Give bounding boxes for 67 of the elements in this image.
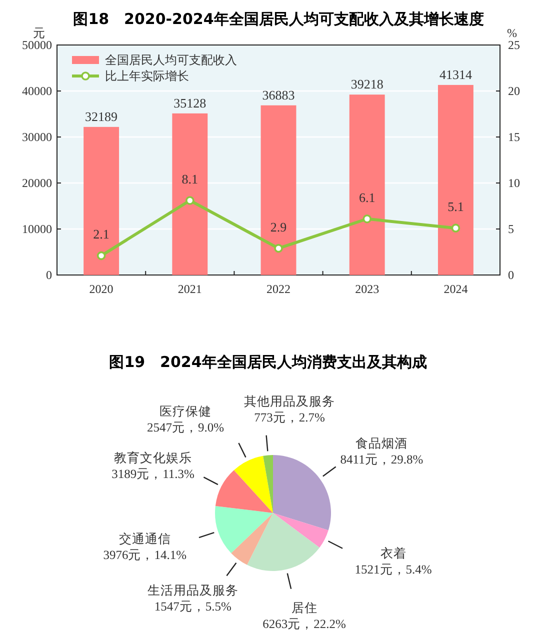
bar (260, 105, 296, 275)
x-tick-label: 2024 (444, 282, 468, 296)
data-label: 5.1 (448, 199, 464, 214)
legend-label: 全国居民人均可支配收入 (105, 53, 237, 67)
point (451, 224, 460, 232)
pie-slice (215, 506, 273, 554)
data-label: 6263元，22.2% (262, 617, 346, 632)
y-tick-label: 30000 (22, 130, 52, 144)
chart-title: 图18 2020-2024年全国居民人均可支配收入及其增长速度 (73, 10, 484, 28)
y2-tick-label: 20 (508, 84, 520, 98)
bar (172, 113, 208, 275)
y-tick-label: 20000 (22, 176, 52, 190)
pie-slice (234, 456, 273, 513)
data-label: 3189元，11.3% (112, 466, 194, 481)
point (362, 214, 372, 224)
x-tick-label: 2023 (355, 282, 380, 296)
y2-tick-label: 10 (508, 176, 520, 190)
pie-slice (215, 470, 273, 513)
y2-tick-label: 0 (508, 268, 514, 282)
data-label: 8.1 (182, 171, 198, 186)
data-label: 36883 (262, 87, 295, 102)
data-label: 39218 (350, 76, 384, 92)
y2-axis-title: % (507, 26, 517, 40)
pie-slice (273, 513, 328, 548)
pie-slice (273, 455, 331, 530)
point (186, 196, 194, 205)
x-tick-label: 2022 (266, 282, 290, 296)
slice-label: 教育文化娱乐 (114, 450, 192, 465)
slice-label: 医疗保健 (160, 404, 212, 419)
y-tick-label: 0 (46, 268, 52, 282)
pie-slice (231, 513, 273, 565)
data-label: 2.9 (270, 219, 287, 234)
data-label: 2547元，9.0% (146, 420, 224, 435)
data-label: 32189 (85, 108, 118, 124)
data-label: 6.1 (358, 190, 376, 205)
y2-tick-label: 5 (508, 222, 514, 236)
x-tick-label: 2020 (89, 282, 114, 296)
y-axis-title: 元 (33, 26, 45, 40)
bar (84, 126, 120, 275)
slice-label: 衣着 (380, 546, 406, 561)
data-label: 1521元，5.4% (354, 562, 432, 577)
data-label: 2.1 (93, 226, 110, 242)
data-label: 35128 (174, 95, 206, 110)
bar (438, 84, 474, 275)
data-label: 8411元，29.8% (340, 452, 424, 467)
point (96, 251, 106, 260)
slice-label: 交通通信 (118, 531, 171, 546)
pie-slice (263, 455, 273, 513)
slice-label: 其他用品及服务 (244, 394, 336, 408)
data-label: 41314 (439, 66, 472, 82)
chart-title: 图19 2024年全国居民人均消费支出及其构成 (109, 353, 427, 371)
pie-slice (247, 513, 320, 571)
point (274, 244, 283, 253)
legend-label: 比上年实际增长 (105, 69, 189, 83)
y2-tick-label: 15 (508, 130, 520, 144)
y-tick-label: 50000 (22, 38, 52, 52)
y2-tick-label: 25 (508, 38, 520, 52)
y-tick-label: 40000 (22, 84, 52, 98)
slice-label: 居住 (291, 601, 318, 616)
y-tick-label: 10000 (22, 222, 52, 236)
data-label: 3976元，14.1% (103, 548, 187, 562)
bar (349, 94, 385, 275)
slice-label: 食品烟酒 (356, 436, 408, 451)
slice-label: 生活用品及服务 (147, 584, 238, 598)
data-label: 773元，2.7% (254, 410, 325, 424)
x-tick-label: 2021 (178, 282, 202, 296)
data-label: 1547元，5.5% (154, 600, 232, 614)
